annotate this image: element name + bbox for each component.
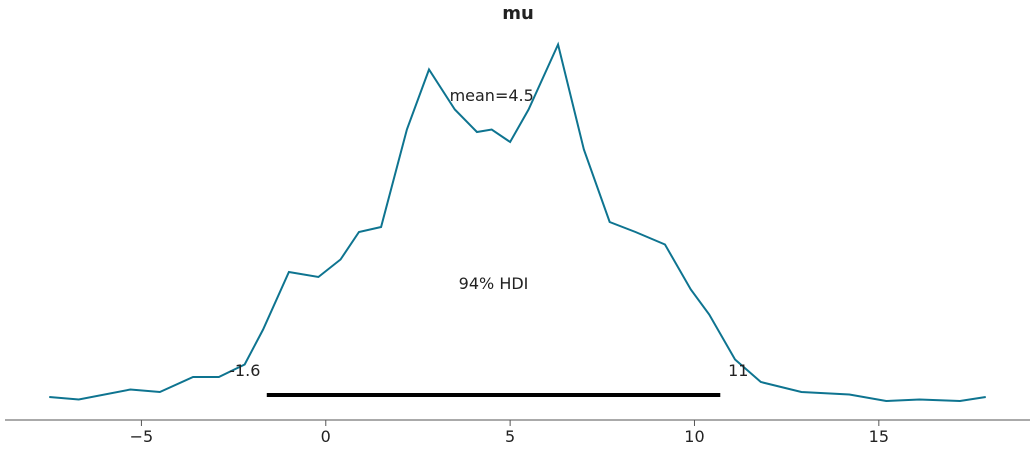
hdi-lower-label: -1.6: [229, 361, 260, 380]
chart-title: mu: [502, 3, 534, 24]
mean-label: mean=4.5: [450, 86, 534, 105]
x-tick-label: 10: [684, 427, 704, 446]
hdi-upper-label: 11: [728, 361, 748, 380]
x-tick-label: 0: [321, 427, 331, 446]
hdi-prob-label: 94% HDI: [459, 274, 529, 293]
x-tick-label: 5: [505, 427, 515, 446]
x-tick-label: 15: [869, 427, 889, 446]
density-curve: [49, 41, 986, 403]
x-tick-label: −5: [130, 427, 154, 446]
